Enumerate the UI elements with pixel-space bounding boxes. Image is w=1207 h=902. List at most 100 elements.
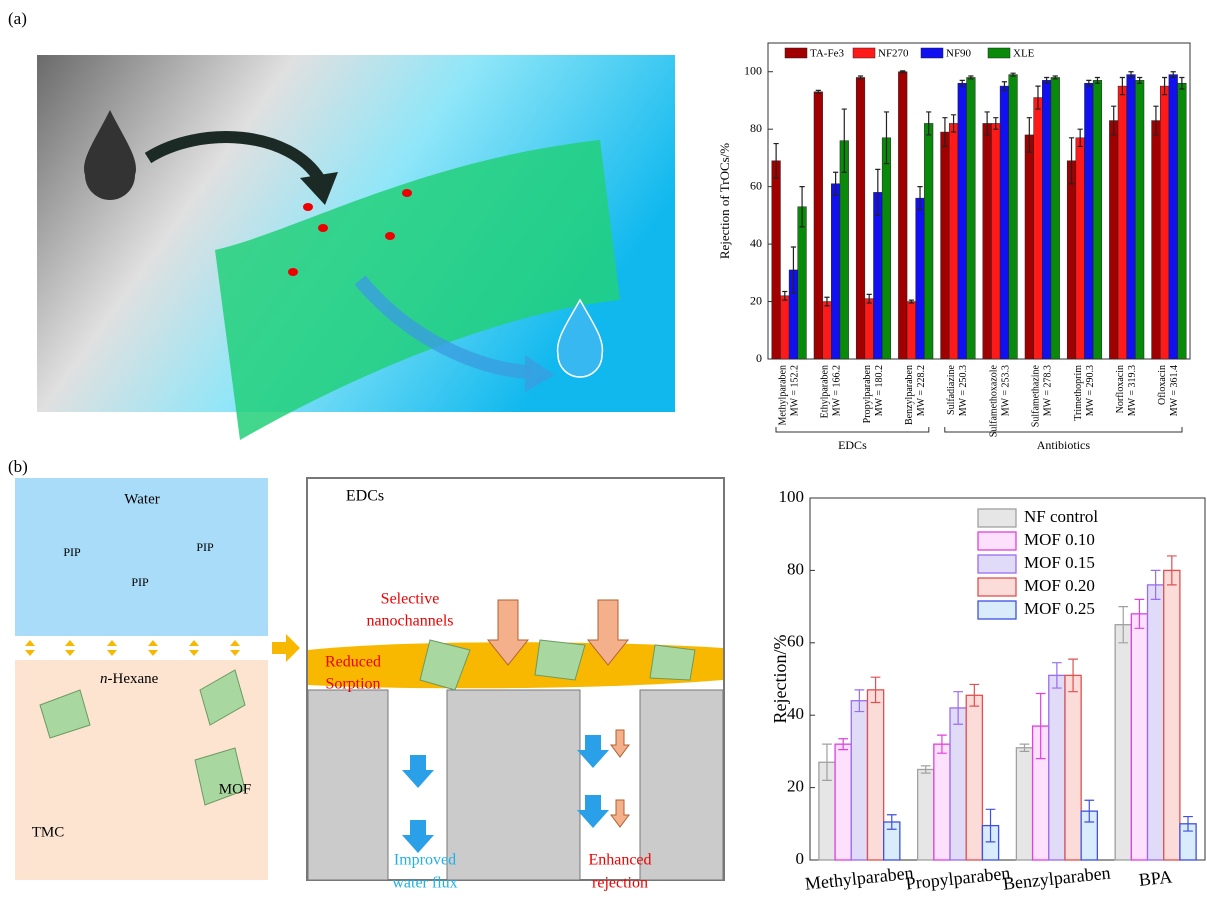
- legend-swatch: [978, 601, 1016, 619]
- label: Water: [124, 491, 159, 507]
- legend-swatch: [988, 48, 1010, 58]
- legend-swatch: [978, 555, 1016, 573]
- x-tick-label: BPA: [1138, 866, 1173, 889]
- legend-label: MOF 0.25: [1024, 599, 1095, 618]
- x-tick-label: Norfloxacin: [1115, 365, 1126, 413]
- bar: [1152, 121, 1161, 359]
- legend-swatch: [853, 48, 875, 58]
- x-tick-label: Benzylparaben: [904, 365, 915, 425]
- y-tick-label: 100: [779, 487, 805, 506]
- bar: [1093, 80, 1102, 359]
- label: Reduced: [325, 654, 381, 671]
- legend-label: XLE: [1013, 48, 1035, 60]
- label: Sorption: [325, 676, 380, 693]
- y-tick-label: 60: [750, 178, 762, 192]
- label: TMC: [32, 824, 65, 840]
- bar: [918, 770, 934, 861]
- y-tick-label: 80: [750, 121, 762, 135]
- y-tick-label: 100: [744, 63, 762, 77]
- bar: [1025, 135, 1034, 359]
- bar: [882, 138, 891, 359]
- label: PIP: [131, 575, 149, 589]
- bar: [867, 690, 883, 860]
- bar: [924, 123, 933, 359]
- legend-swatch: [978, 578, 1016, 596]
- x-tick-label: Sulfamethazine: [1031, 364, 1042, 427]
- bar: [840, 141, 849, 359]
- panel-label: (a): [8, 9, 27, 28]
- bar: [874, 192, 883, 359]
- bar: [1169, 75, 1178, 359]
- bar: [1164, 570, 1180, 860]
- panel-label: (b): [8, 457, 28, 476]
- bar: [966, 695, 982, 860]
- bar: [1065, 675, 1081, 860]
- illustration-a: [37, 55, 675, 440]
- label: rejection: [592, 875, 648, 892]
- bar: [823, 302, 832, 359]
- bar: [1178, 83, 1187, 359]
- group-bracket: [945, 427, 1182, 432]
- label: PIP: [196, 540, 214, 554]
- y-tick-label: 40: [750, 236, 762, 250]
- label: Enhanced: [588, 852, 651, 869]
- x-tick-label: Sulfamethoxazole: [988, 364, 999, 437]
- bar: [949, 123, 958, 359]
- illustration-b: Water PIP PIP PIP n-Hexane MOF TMC EDCs …: [15, 478, 724, 892]
- label: EDCs: [346, 488, 384, 505]
- bar: [835, 744, 851, 860]
- group-label: Antibiotics: [1037, 438, 1091, 452]
- y-tick-label: 80: [787, 559, 804, 578]
- bar: [780, 296, 789, 359]
- bar: [991, 123, 1000, 359]
- bar: [856, 77, 865, 359]
- legend-label: NF270: [878, 48, 909, 60]
- x-tick-label: MW = 253.3: [1000, 365, 1011, 416]
- bar: [1034, 98, 1043, 359]
- bar: [865, 299, 874, 359]
- bar: [916, 198, 925, 359]
- y-axis-label: Rejection/%: [770, 635, 790, 724]
- y-axis-label: Rejection of TrOCs/%: [717, 143, 732, 259]
- bar: [798, 207, 807, 359]
- bar: [851, 701, 867, 860]
- bar: [983, 123, 992, 359]
- x-tick-label: Ethylparaben: [820, 365, 831, 418]
- x-tick-label: MW = 290.3: [1085, 365, 1096, 416]
- label: MOF: [219, 781, 252, 797]
- x-tick-label: Methylparaben: [777, 365, 788, 426]
- x-tick-label: Propylparaben: [862, 365, 873, 423]
- group-bracket: [776, 427, 929, 432]
- x-tick-label: MW = 278.3: [1043, 365, 1054, 416]
- label: PIP: [63, 545, 81, 559]
- bar: [1131, 614, 1147, 860]
- bar: [1135, 80, 1144, 359]
- bar: [898, 72, 907, 359]
- legend-label: MOF 0.10: [1024, 530, 1095, 549]
- y-tick-label: 0: [796, 849, 805, 868]
- legend-label: MOF 0.20: [1024, 576, 1095, 595]
- x-tick-label: Benzylparaben: [1002, 863, 1111, 894]
- label: nanochannels: [366, 613, 453, 630]
- bar: [1076, 138, 1085, 359]
- bar: [1067, 161, 1076, 359]
- bar: [1160, 86, 1169, 359]
- bar: [1109, 121, 1118, 359]
- bar: [1016, 748, 1032, 860]
- label: -Hexane: [108, 671, 159, 687]
- bar: [1085, 83, 1094, 359]
- label: n: [100, 671, 108, 687]
- bar: [934, 744, 950, 860]
- bar: [1049, 675, 1065, 860]
- bar: [1051, 77, 1060, 359]
- bar: [1115, 625, 1131, 860]
- legend-swatch: [921, 48, 943, 58]
- x-tick-label: MW = 228.2: [916, 365, 927, 416]
- x-tick-label: MW = 152.2: [789, 365, 800, 416]
- bar: [831, 184, 840, 359]
- group-label: EDCs: [838, 438, 867, 452]
- y-tick-label: 20: [750, 293, 762, 307]
- x-tick-label: MW = 180.2: [874, 365, 885, 416]
- legend-label: NF control: [1024, 507, 1098, 526]
- legend-swatch: [785, 48, 807, 58]
